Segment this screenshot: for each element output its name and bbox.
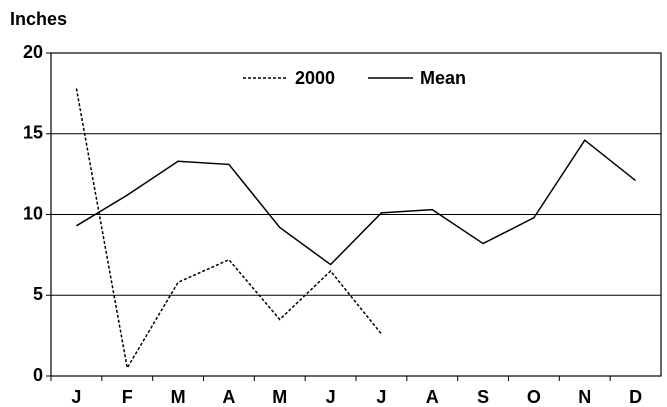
legend-label: Mean bbox=[420, 68, 466, 88]
x-tick-label: M bbox=[171, 387, 186, 407]
series-line bbox=[75, 88, 383, 371]
x-tick-label: J bbox=[71, 387, 81, 407]
x-tick-label: J bbox=[326, 387, 336, 407]
x-tick-label: D bbox=[629, 387, 642, 407]
legend-label: 2000 bbox=[295, 68, 335, 88]
y-axis-label: Inches bbox=[10, 9, 67, 29]
x-tick-label: F bbox=[122, 387, 133, 407]
x-tick-label: O bbox=[527, 387, 541, 407]
x-tick-label: J bbox=[376, 387, 386, 407]
x-tick-label: N bbox=[578, 387, 591, 407]
y-tick-label: 0 bbox=[33, 365, 43, 385]
x-tick-label: M bbox=[272, 387, 287, 407]
x-tick-label: A bbox=[426, 387, 439, 407]
y-tick-label: 20 bbox=[23, 42, 43, 62]
series-line bbox=[76, 139, 637, 266]
y-tick-label: 15 bbox=[23, 123, 43, 143]
x-tick-label: S bbox=[477, 387, 489, 407]
x-tick-label: A bbox=[222, 387, 235, 407]
y-tick-label: 5 bbox=[33, 284, 43, 304]
y-tick-label: 10 bbox=[23, 203, 43, 223]
